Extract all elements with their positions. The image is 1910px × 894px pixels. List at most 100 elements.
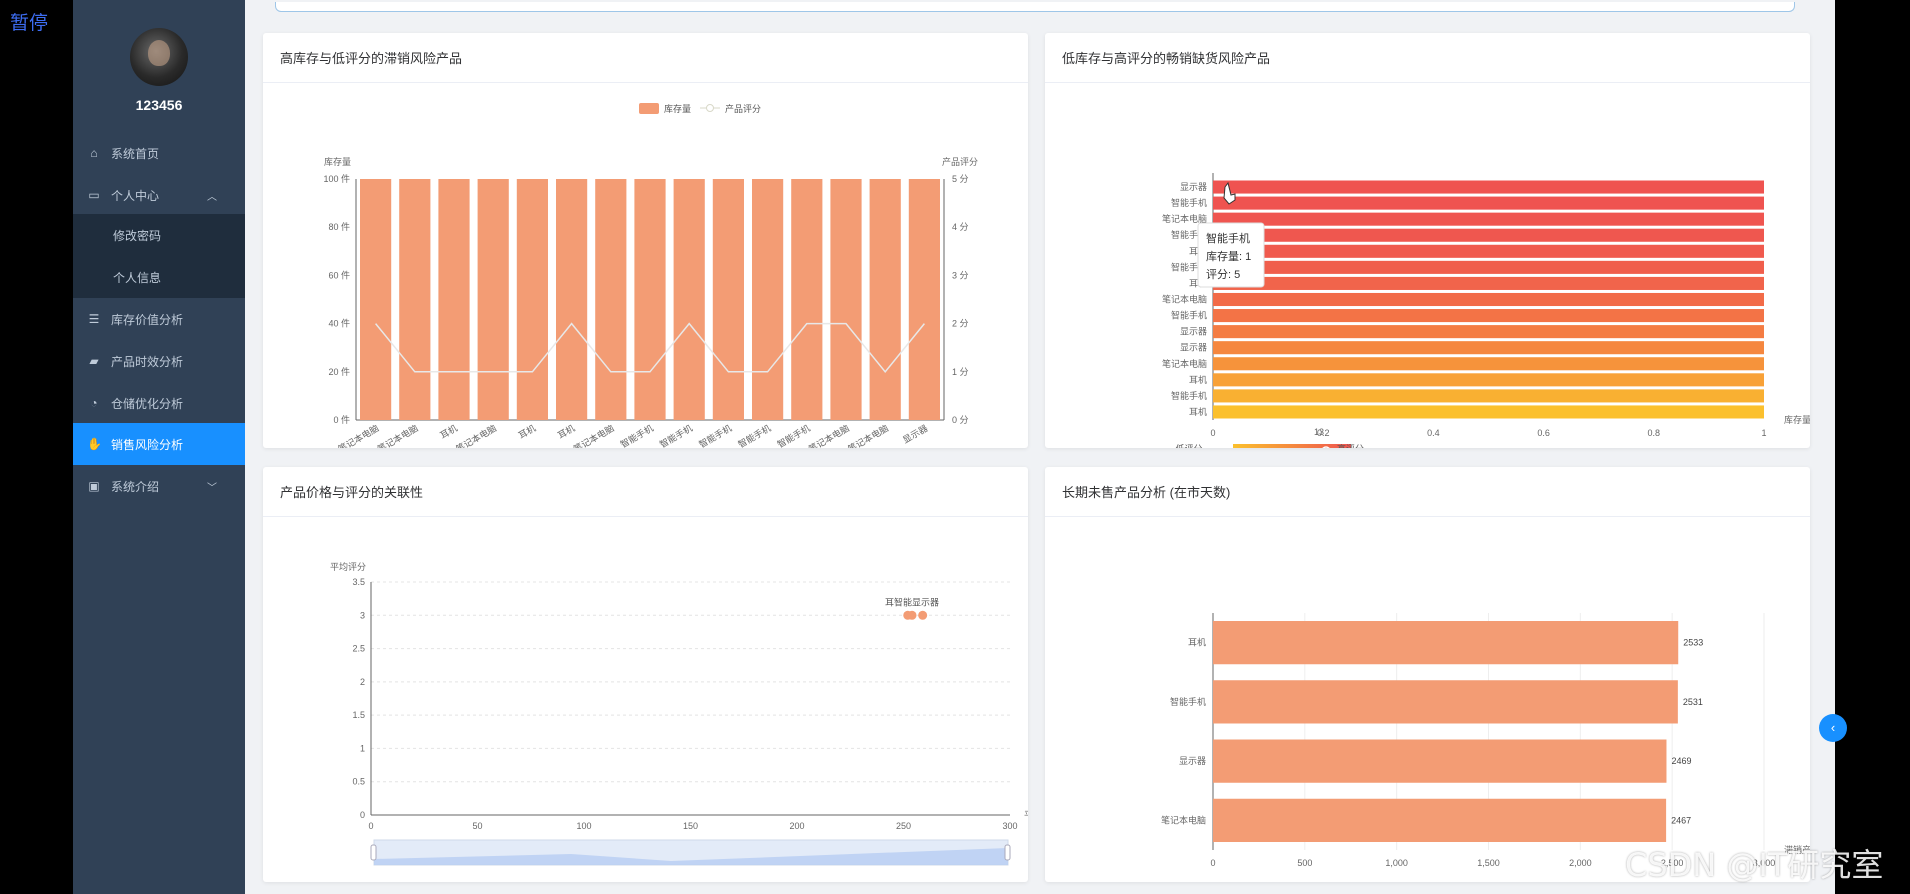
chevron-left-icon: ‹ bbox=[1830, 720, 1836, 735]
bar bbox=[1213, 739, 1667, 783]
sidebar-item-product-timeliness[interactable]: ▰ 产品时效分析 bbox=[73, 340, 245, 382]
y-tick-label: 1.5 bbox=[352, 710, 365, 720]
tooltip-title: 智能手机 bbox=[1206, 231, 1250, 245]
y-tick-label: 20 件 bbox=[328, 366, 350, 377]
x-tick-label: 150 bbox=[683, 821, 698, 831]
comment-icon: ▰ bbox=[89, 354, 99, 368]
chart-out-of-stock[interactable]: 显示器智能手机笔记本电脑智能手机耳机智能手机耳机笔记本电脑智能手机显示器显示器笔… bbox=[1045, 83, 1810, 448]
sidebar-item-personal-info[interactable]: 个人信息 bbox=[73, 256, 245, 298]
bar bbox=[1213, 373, 1764, 387]
sidebar-item-sales-risk[interactable]: ✋ 销售风险分析 bbox=[73, 423, 245, 465]
bar-value-label: 2533 bbox=[1683, 638, 1703, 648]
y-tick-label-right: 4 分 bbox=[952, 222, 969, 232]
card-title: 产品价格与评分的关联性 bbox=[263, 467, 1028, 517]
bar bbox=[1213, 405, 1764, 419]
y-tick-label-right: 0 分 bbox=[952, 415, 969, 425]
bar bbox=[1213, 292, 1764, 307]
x-tick-label: 50 bbox=[472, 821, 482, 831]
x-tick-label: 笔记本电脑 bbox=[807, 422, 851, 448]
bar bbox=[1213, 309, 1764, 323]
bar bbox=[1213, 260, 1764, 274]
x-tick-label: 显示器 bbox=[901, 423, 929, 445]
y-tick-label: 60 件 bbox=[328, 269, 350, 280]
sidebar-item-warehouse-optimization[interactable]: ◔ 仓储优化分析 bbox=[73, 382, 245, 424]
bar bbox=[1213, 212, 1764, 226]
bar bbox=[1213, 228, 1764, 242]
visualmap-low-label: 低评分 bbox=[1175, 443, 1202, 448]
sidebar-item-system-intro[interactable]: ▣ 系统介绍 ﹀ bbox=[73, 465, 245, 507]
x-tick-label: 智能手机 bbox=[658, 422, 695, 448]
sidebar-item-home[interactable]: ⌂ 系统首页 bbox=[73, 132, 245, 174]
y-tick-label: 80 件 bbox=[328, 221, 350, 232]
x-tick-label: 0.8 bbox=[1648, 428, 1661, 438]
bar bbox=[1213, 325, 1764, 339]
user-card-icon: ▭ bbox=[88, 188, 100, 202]
username: 123456 bbox=[135, 97, 183, 113]
x-tick-label: 3,000 bbox=[1753, 858, 1776, 868]
bar bbox=[516, 179, 548, 420]
x-tick-label: 笔记本电脑 bbox=[571, 422, 615, 448]
x-tick-label: 500 bbox=[1297, 858, 1312, 868]
card-title: 低库存与高评分的畅销缺货风险产品 bbox=[1045, 33, 1810, 83]
x-tick-label: 耳机 bbox=[516, 422, 537, 441]
sidebar-item-label: 个人中心 bbox=[111, 188, 160, 203]
sidebar: 123456 ⌂ 系统首页 ▭ 个人中心 ︿ 修改密码 个人信息 ☰ 库存价值分… bbox=[73, 0, 245, 894]
sidebar-item-label: 产品时效分析 bbox=[111, 354, 184, 369]
y-tick-label: 2 bbox=[360, 677, 365, 687]
x-tick-label: 0 bbox=[1210, 858, 1215, 868]
bar bbox=[908, 179, 940, 420]
x-tick-label: 0 bbox=[1210, 428, 1215, 438]
bar-value-label: 2469 bbox=[1671, 756, 1691, 766]
top-tabs-bar bbox=[245, 0, 1835, 14]
sidebar-item-inventory-value[interactable]: ☰ 库存价值分析 bbox=[73, 298, 245, 340]
chart-unsold-days[interactable]: 0 500 1,000 1,500 2,000 2,500 3,000 2533 耳机 2531 智… bbox=[1045, 517, 1810, 882]
chevron-down-icon: ﹀ bbox=[207, 483, 217, 494]
bar bbox=[673, 179, 705, 420]
bar bbox=[1213, 389, 1764, 403]
x-tick-label: 200 bbox=[789, 821, 804, 831]
sidebar-item-label: 个人信息 bbox=[113, 270, 162, 285]
bar bbox=[595, 179, 627, 420]
x-axis-title: 平均价格 bbox=[1024, 809, 1028, 820]
y-axis-right-title: 产品评分 bbox=[942, 156, 978, 167]
rating-line bbox=[375, 322, 925, 373]
avatar[interactable] bbox=[130, 28, 188, 86]
sidebar-item-personal-center[interactable]: ▭ 个人中心 ︿ bbox=[73, 174, 245, 216]
bar bbox=[360, 179, 392, 420]
x-tick-label: 智能手机 bbox=[697, 422, 734, 448]
bar bbox=[830, 179, 862, 420]
y-tick-label: 笔记本电脑 bbox=[1162, 213, 1207, 224]
home-icon: ⌂ bbox=[90, 146, 98, 160]
collapse-button[interactable]: ‹ bbox=[1819, 714, 1847, 742]
y-tick-label: 显示器 bbox=[1180, 327, 1207, 337]
x-tick-label: 2,000 bbox=[1569, 858, 1592, 868]
y-tick-label: 智能手机 bbox=[1171, 261, 1207, 272]
x-tick-label: 100 bbox=[576, 821, 591, 831]
bar bbox=[1213, 680, 1678, 724]
thumb-icon: ✋ bbox=[87, 437, 102, 451]
y-tick-label: 笔记本电脑 bbox=[1161, 814, 1206, 825]
bar bbox=[1213, 357, 1764, 371]
y-tick-label-right: 5 分 bbox=[952, 174, 969, 184]
bar bbox=[634, 179, 666, 420]
y-tick-label: 3.5 bbox=[352, 577, 365, 587]
visualmap-value-label: 13 bbox=[1314, 427, 1324, 437]
bar bbox=[1213, 341, 1764, 355]
pause-label[interactable]: 暂停 bbox=[10, 12, 49, 34]
scatter-point bbox=[907, 610, 917, 620]
y-tick-label: 100 件 bbox=[323, 173, 350, 184]
tooltip-line: 库存量: 1 bbox=[1206, 249, 1251, 263]
x-tick-label: 0.6 bbox=[1537, 428, 1550, 438]
x-tick-label: 2,500 bbox=[1661, 858, 1684, 868]
visualmap-gradient bbox=[1233, 444, 1351, 448]
chart-price-rating[interactable]: 平均评分 0 0.5 1 1.5 2 2.5 3 3.5 0 50 100 150 200 250 300 平均… bbox=[263, 517, 1028, 882]
y-tick-label: 1 bbox=[360, 743, 365, 753]
sidebar-item-change-password[interactable]: 修改密码 bbox=[73, 214, 245, 256]
y-tick-label: 耳机 bbox=[1189, 406, 1207, 417]
y-tick-label: 40 件 bbox=[328, 318, 350, 329]
y-tick-label: 显示器 bbox=[1179, 756, 1206, 766]
x-tick-label: 1,500 bbox=[1477, 858, 1500, 868]
x-axis-title: 库存量 bbox=[1784, 414, 1810, 425]
